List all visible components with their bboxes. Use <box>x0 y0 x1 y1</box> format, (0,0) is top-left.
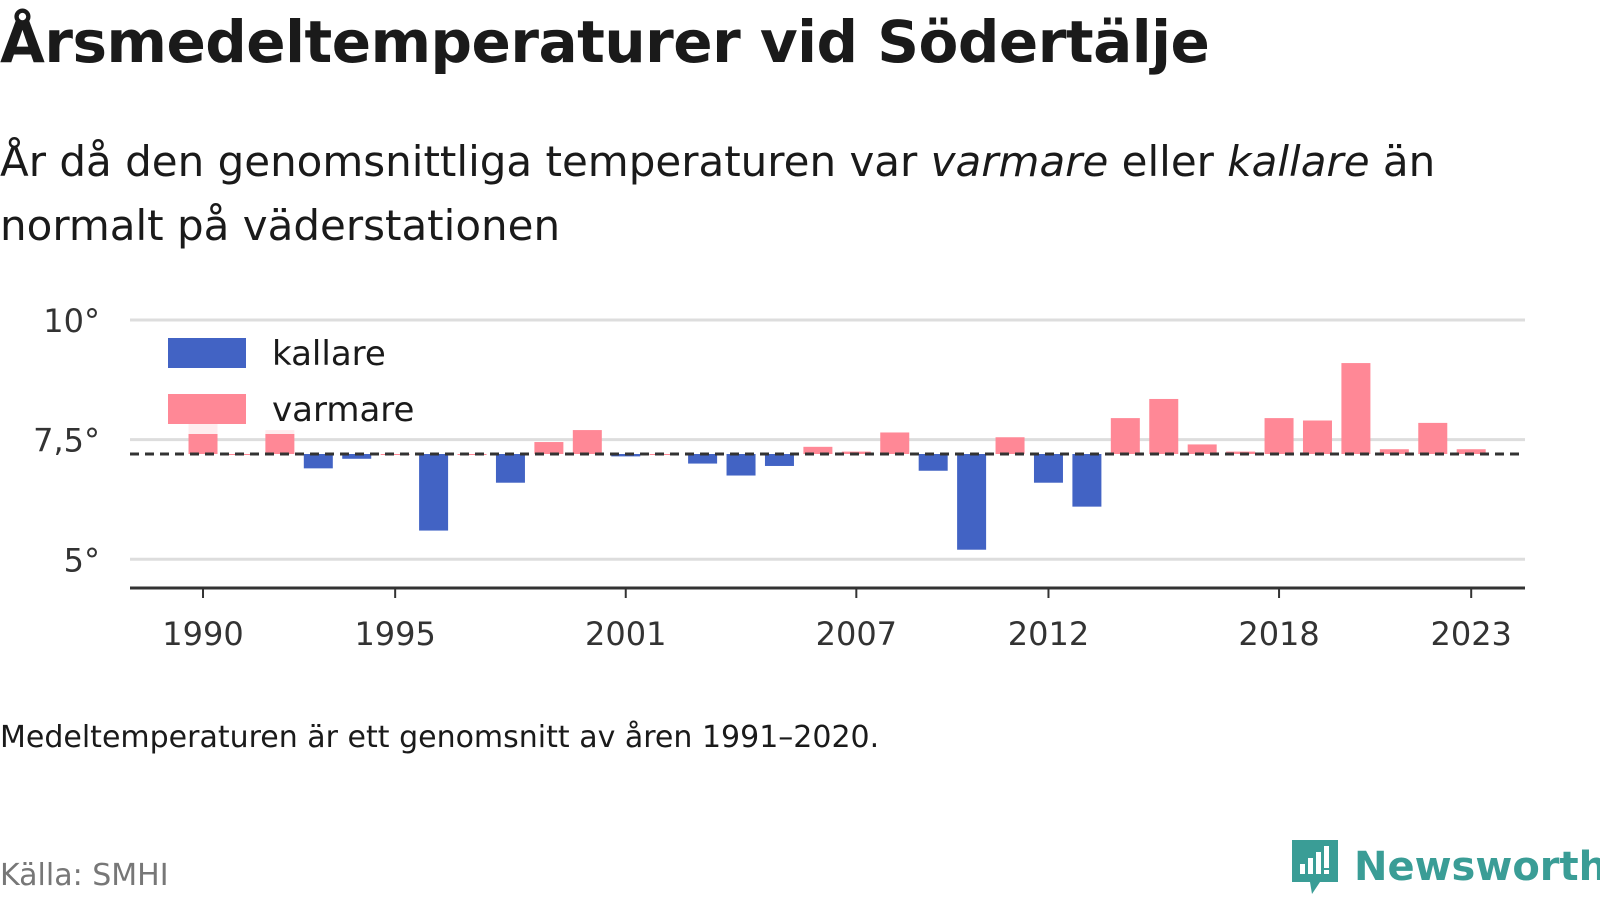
x-tick-label: 1990 <box>162 615 243 653</box>
y-axis-ticks: 5° 7,5° 10° <box>33 302 100 579</box>
bar <box>457 454 487 455</box>
x-tick-label: 2007 <box>816 615 897 653</box>
brand-name: Newsworthy <box>1354 844 1600 890</box>
bar <box>880 432 910 454</box>
bar <box>1379 449 1409 454</box>
y-tick-label: 10° <box>43 302 100 340</box>
bar <box>1418 422 1448 454</box>
bar <box>726 454 756 476</box>
legend-label-colder: kallare <box>272 334 386 374</box>
bar <box>572 430 602 454</box>
bar <box>1264 418 1294 454</box>
bar <box>495 454 525 483</box>
bar <box>1187 444 1217 454</box>
x-tick-label: 2023 <box>1430 615 1511 653</box>
legend-swatch-warmer <box>168 394 246 424</box>
footnote: Medeltemperaturen är ett genomsnitt av å… <box>0 720 880 755</box>
x-tick-label: 2001 <box>585 615 666 653</box>
bar <box>1341 363 1371 454</box>
bar <box>1302 420 1332 454</box>
subtitle-warmer: varmare <box>930 137 1109 186</box>
subtitle-part-1: År då den genomsnittliga temperaturen va… <box>0 137 931 186</box>
brand-logo: Newsworthy <box>1290 838 1600 896</box>
bar <box>688 454 718 464</box>
x-tick-label: 2012 <box>1008 615 1089 653</box>
bar <box>534 442 564 454</box>
bar <box>649 454 679 455</box>
legend-swatch-colder <box>168 338 246 368</box>
x-tick-label: 2018 <box>1238 615 1319 653</box>
temperature-bar-chart: 5° 7,5° 10° 1990 1995 2001 2007 2012 2018 2023 k… <box>33 302 1525 653</box>
bar <box>1033 454 1063 483</box>
bar <box>764 454 794 466</box>
bar <box>995 437 1025 454</box>
bar <box>419 454 449 531</box>
subtitle-part-3: än normalt på väderstationen <box>0 137 1436 250</box>
subtitle-colder: kallare <box>1227 137 1370 186</box>
chart-title: Årsmedeltemperaturer vid Södertälje <box>0 8 1210 76</box>
bar <box>265 430 295 454</box>
subtitle-part-2: eller <box>1108 137 1228 186</box>
x-tick-label: 1995 <box>354 615 435 653</box>
y-tick-label: 5° <box>64 541 100 579</box>
x-axis-ticks: 1990 1995 2001 2007 2012 2018 2023 <box>162 588 1512 653</box>
bar <box>1072 454 1102 507</box>
bar <box>918 454 948 471</box>
legend: kallare varmare <box>155 322 435 434</box>
newsworthy-logo-icon <box>1292 840 1338 894</box>
legend-label-warmer: varmare <box>272 390 414 430</box>
y-tick-label: 7,5° <box>33 422 100 460</box>
bar <box>957 454 987 550</box>
bar <box>1110 418 1140 454</box>
bar <box>342 454 372 459</box>
chart-subtitle: År då den genomsnittliga temperaturen va… <box>0 130 1540 258</box>
bar <box>1456 449 1486 454</box>
bar <box>1149 398 1179 454</box>
bar <box>380 454 410 455</box>
bar <box>303 454 333 469</box>
source-text: Källa: SMHI <box>0 858 169 893</box>
bar <box>803 446 833 454</box>
